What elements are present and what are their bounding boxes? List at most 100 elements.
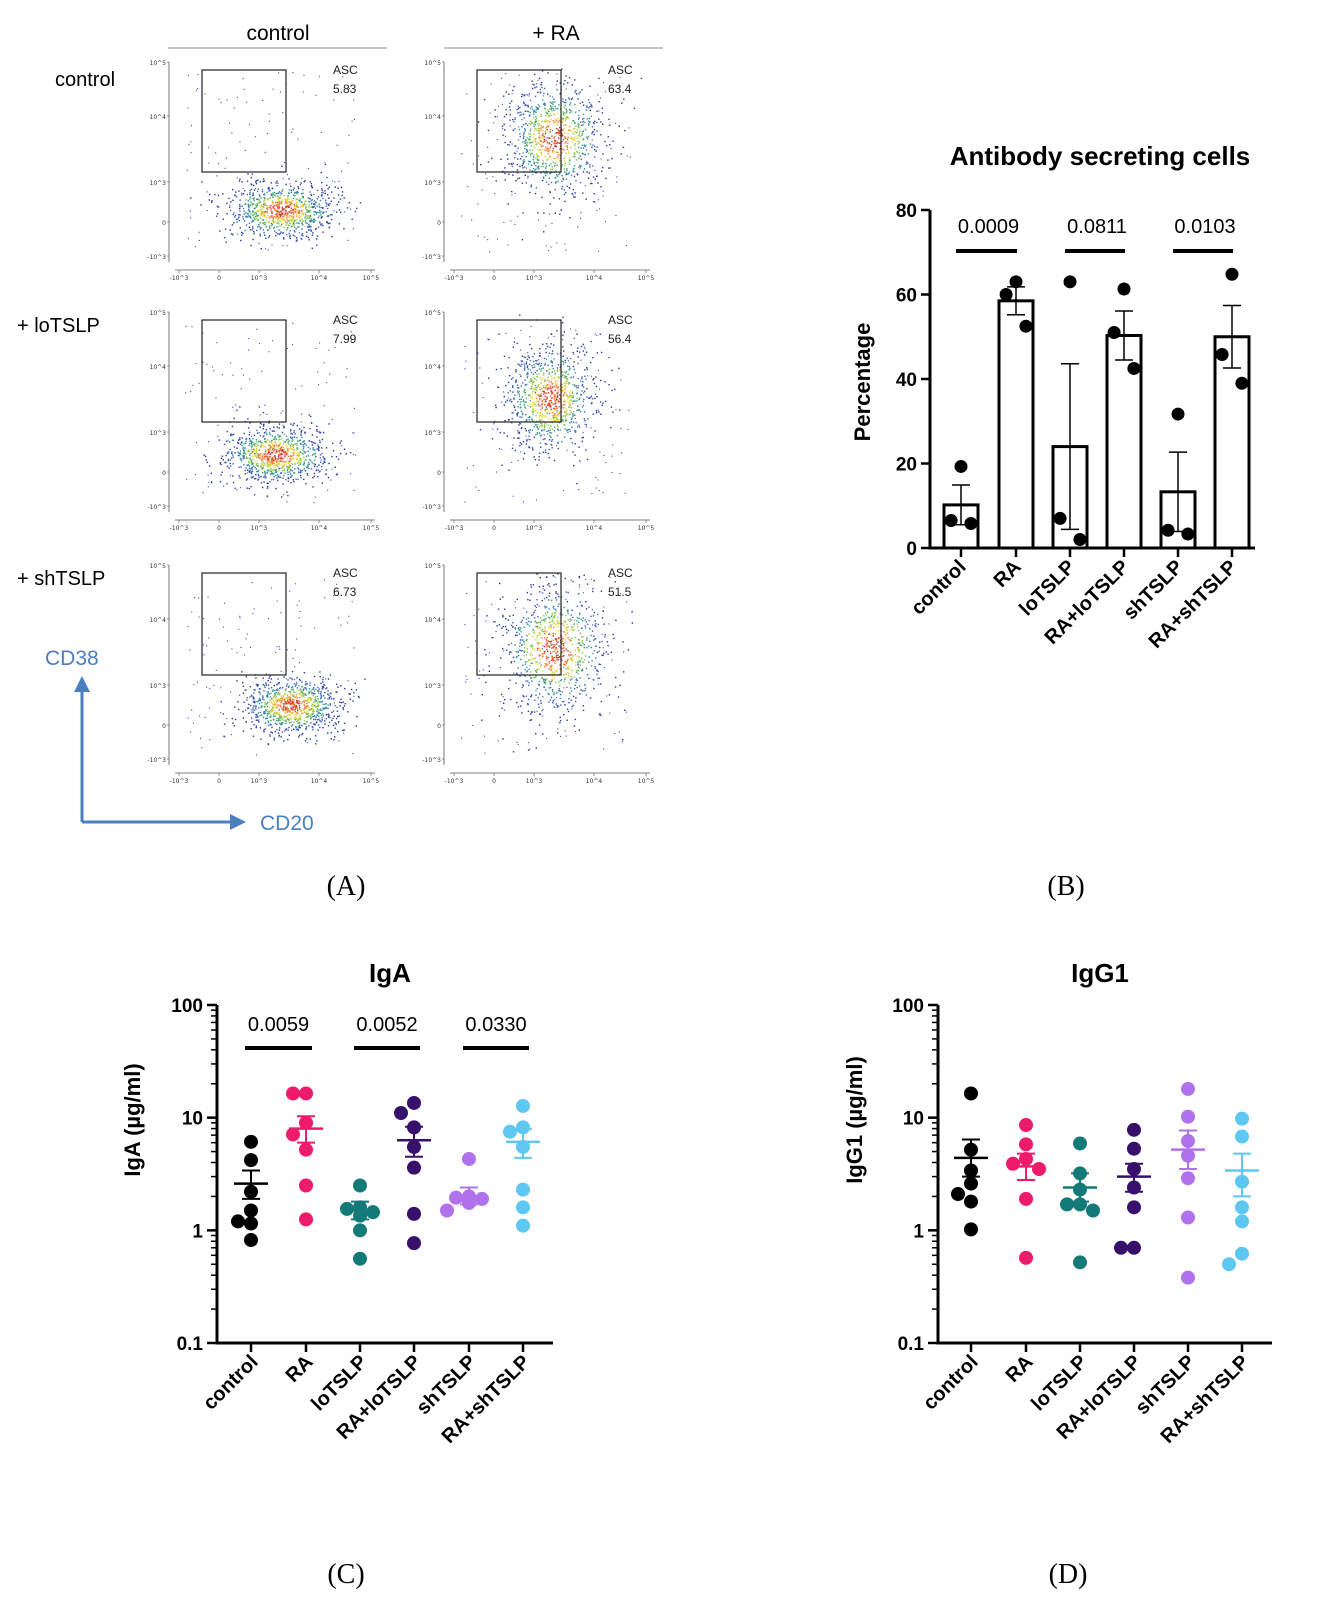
flow-event-dot [288,220,290,223]
flow-event-dot [542,372,545,374]
flow-event-dot [246,487,248,489]
flow-event-dot [590,402,593,405]
flow-event-dot [237,442,240,445]
flow-event-dot [537,149,539,151]
flow-event-dot [538,219,540,221]
flow-event-dot [323,461,325,463]
flow-event-dot [574,443,576,445]
flow-event-dot [273,445,275,447]
flow-event-dot [292,454,295,456]
flow-event-dot [287,708,289,710]
flow-event-dot [254,208,256,210]
flow-event-dot [244,149,246,151]
flow-event-dot [562,138,565,141]
flow-event-dot [582,118,584,120]
flow-event-dot [297,720,299,722]
flow-event-dot [320,195,323,197]
flow-event-dot [536,360,538,362]
flow-event-dot [264,221,266,224]
flow-event-dot [561,118,563,120]
flow-event-dot [585,426,587,428]
flow-event-dot [275,689,277,691]
flow-event-dot [535,420,538,422]
flow-event-dot [576,385,578,387]
flow-event-dot [272,192,274,194]
flow-event-dot [262,695,264,697]
flow-event-dot [253,692,255,694]
flow-event-dot [353,99,355,101]
flow-event-dot [567,117,569,119]
flow-event-dot [526,136,528,139]
flow-event-dot [549,108,551,110]
flow-event-dot [295,228,297,230]
flow-event-dot [577,98,579,100]
flow-event-dot [594,148,596,151]
flow-event-dot [518,387,520,389]
flow-event-dot [301,213,303,215]
flow-event-dot [562,322,564,324]
flow-event-dot [299,183,302,186]
flow-event-dot [535,161,537,164]
flow-event-dot [497,105,499,107]
flow-event-dot [302,213,304,216]
flow-event-dot [564,375,566,377]
flow-event-dot [276,217,278,219]
flow-event-dot [570,396,572,398]
flow-event-dot [574,414,576,416]
flow-event-dot [251,451,253,454]
flow-event-dot [538,134,540,136]
flow-event-dot [580,345,583,348]
flow-event-dot [297,461,300,464]
flow-event-dot [287,717,289,719]
flow-event-dot [281,450,284,452]
flow-event-dot [331,235,333,238]
flow-event-dot [566,110,568,112]
flow-event-dot [258,687,260,690]
flow-event-dot [576,392,578,394]
flow-event-dot [528,139,530,141]
flow-event-dot [592,436,595,438]
flow-event-dot [229,206,231,208]
flow-event-dot [547,114,549,116]
flow-event-dot [272,689,274,691]
flow-event-dot [242,717,245,719]
flow-event-dot [291,466,294,468]
flow-event-dot [326,221,328,223]
flow-event-dot [251,446,253,449]
flow-event-dot [289,211,291,213]
flow-event-dot [558,137,560,140]
flow-event-dot [268,220,270,223]
flow-event-dot [594,333,596,335]
flow-event-dot [562,395,564,397]
flow-event-dot [533,163,535,165]
flow-event-dot [266,703,268,705]
flow-event-dot [591,375,593,377]
flow-event-dot [283,216,286,218]
flow-event-dot [556,124,558,126]
flow-event-dot [545,245,547,247]
flow-event-dot [305,700,307,702]
flow-event-dot [293,214,295,216]
flow-event-dot [285,479,287,481]
flow-event-dot [519,373,521,375]
flow-event-dot [320,171,322,174]
flow-event-dot [559,394,561,396]
flow-event-dot [339,701,341,703]
flow-event-dot [544,87,546,90]
flow-event-dot [243,450,245,452]
flow-event-dot [589,85,591,87]
flow-event-dot [232,475,234,477]
flow-event-dot [295,696,298,699]
flow-event-dot [260,444,262,446]
flow-event-dot [321,181,323,184]
flow-event-dot [295,449,297,452]
flow-event-dot [550,118,552,121]
flow-event-dot [258,209,260,211]
flow-event-dot [232,463,234,465]
flow-event-dot [330,218,333,221]
flow-event-dot [280,457,283,459]
flow-event-dot [270,719,272,722]
flow-event-dot [574,196,576,198]
flow-event-dot [532,149,534,152]
flow-event-dot [598,250,600,252]
